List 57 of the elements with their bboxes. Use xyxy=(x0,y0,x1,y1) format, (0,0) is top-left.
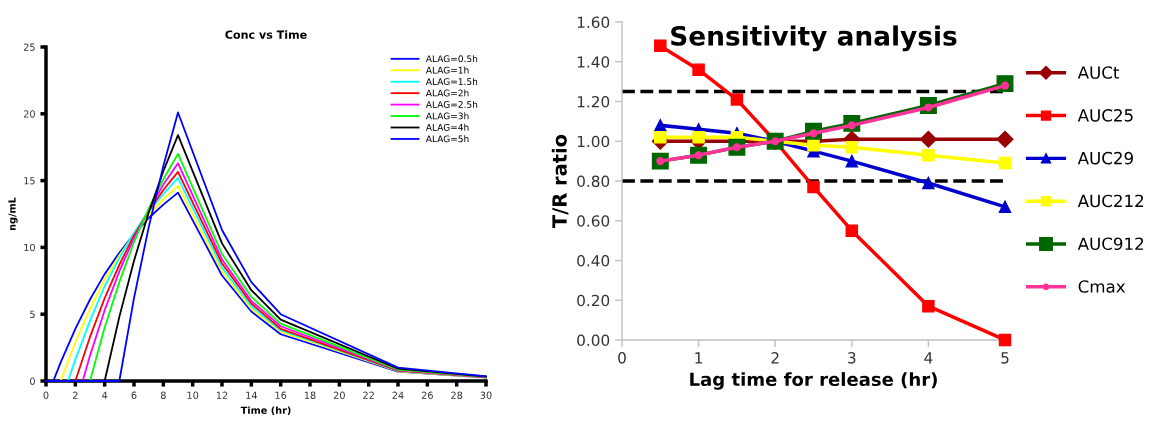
y-tick-label: 0.80 xyxy=(577,175,610,188)
chart-title: Conc vs Time xyxy=(225,30,307,39)
x-tick-label: 2 xyxy=(771,352,779,364)
x-tick-label: 8 xyxy=(160,391,166,399)
x-tick-label: 0 xyxy=(43,391,49,399)
x-axis-title: Lag time for release (hr) xyxy=(690,372,937,390)
legend-label: AUCt xyxy=(1077,66,1120,79)
x-tick-label: 0 xyxy=(618,352,626,364)
x-tick-label: 10 xyxy=(187,391,199,399)
legend-label: ALAG=1h xyxy=(425,66,469,74)
legend-label: ALAG=3h xyxy=(425,112,469,120)
x-tick-label: 18 xyxy=(304,391,316,399)
x-tick-label: 16 xyxy=(275,391,287,399)
y-tick-label: 1.00 xyxy=(577,135,610,148)
x-tick-label: 14 xyxy=(246,391,257,399)
x-tick-label: 28 xyxy=(451,391,463,399)
y-tick-label: 0.60 xyxy=(577,215,610,227)
y-axis-title: ng/mL xyxy=(8,197,18,231)
x-tick-label: 6 xyxy=(131,391,137,399)
x-tick-label: 5 xyxy=(1001,352,1009,364)
y-tick-label: 0.20 xyxy=(577,294,610,307)
legend-label: ALAG=2.5h xyxy=(425,100,478,108)
legend-label: AUC212 xyxy=(1077,194,1144,208)
x-tick-label: 1 xyxy=(695,352,703,364)
legend-label: ALAG=2h xyxy=(425,89,469,97)
x-tick-label: 22 xyxy=(363,391,374,399)
y-tick-label: 0 xyxy=(30,377,35,385)
y-axis-title: T/R ratio xyxy=(551,134,569,228)
y-tick-label: 20 xyxy=(23,110,35,118)
legend-label: AUC29 xyxy=(1077,151,1133,165)
x-tick-label: 12 xyxy=(216,391,228,399)
x-tick-label: 26 xyxy=(421,391,433,399)
legend-label: ALAG=1.5h xyxy=(425,78,478,85)
x-tick-label: 2 xyxy=(72,391,78,399)
legend-label: ALAG=4h xyxy=(425,123,469,131)
y-tick-label: 25 xyxy=(23,43,35,51)
legend-label: ALAG=5h xyxy=(425,135,469,143)
legend-label: Cmax xyxy=(1078,280,1126,293)
x-tick-label: 20 xyxy=(333,391,345,399)
x-axis-title: Time (hr) xyxy=(240,406,291,416)
x-tick-label: 4 xyxy=(102,391,108,399)
chart-title: Sensitivity analysis xyxy=(671,25,957,52)
y-tick-label: 15 xyxy=(24,177,35,185)
legend-label: AUC912 xyxy=(1077,237,1144,251)
y-tick-label: 10 xyxy=(24,243,35,252)
x-tick-label: 3 xyxy=(848,352,856,364)
x-tick-label: 30 xyxy=(480,391,492,399)
legend-label: ALAG=0.5h xyxy=(425,55,478,63)
y-tick-label: 1.60 xyxy=(577,16,610,29)
y-tick-label: 0.00 xyxy=(577,334,610,347)
x-tick-label: 4 xyxy=(924,352,933,364)
x-tick-label: 24 xyxy=(392,391,404,399)
y-tick-label: 5 xyxy=(30,310,35,319)
legend-label: AUC25 xyxy=(1077,109,1133,122)
y-tick-label: 0.40 xyxy=(577,254,610,267)
y-tick-label: 1.20 xyxy=(577,95,610,108)
y-tick-label: 1.40 xyxy=(577,56,610,68)
